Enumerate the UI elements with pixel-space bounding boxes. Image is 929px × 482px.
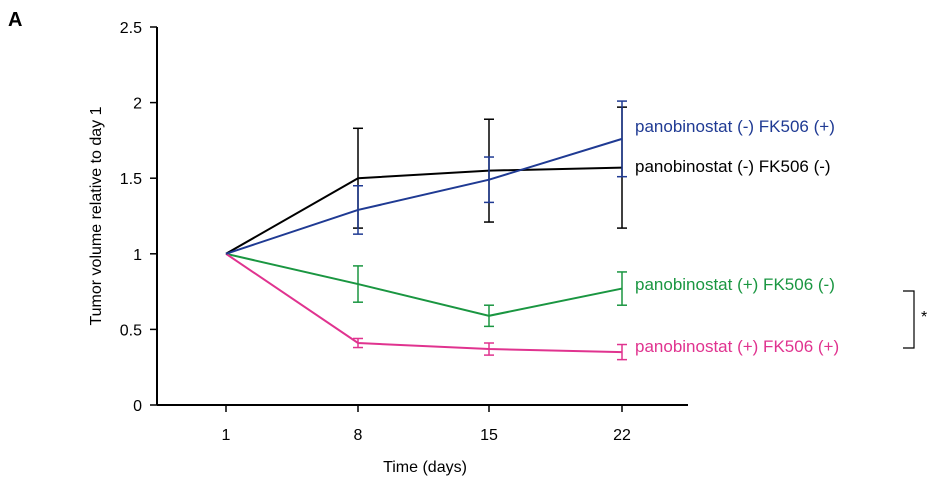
series-layer xyxy=(225,100,627,361)
y-axis: 0 0.5 1 1.5 2 2.5 xyxy=(120,20,158,415)
series-label: panobinostat (+) FK506 (-) xyxy=(635,275,835,294)
y-tick-label: 2 xyxy=(133,96,142,113)
series-3 xyxy=(225,252,627,328)
error-bar xyxy=(617,100,627,178)
x-tick-label: 15 xyxy=(480,427,498,444)
panel-label: A xyxy=(8,9,22,31)
x-axis-title: Time (days) xyxy=(383,459,467,476)
error-bar xyxy=(353,337,363,349)
series-4 xyxy=(225,252,627,361)
series-line xyxy=(225,252,623,317)
series-line xyxy=(225,137,623,255)
error-bar xyxy=(484,304,494,328)
series-2 xyxy=(225,106,627,255)
error-bar xyxy=(617,343,627,361)
y-tick-label: 0.5 xyxy=(120,322,142,339)
error-bar xyxy=(484,342,494,356)
series-line xyxy=(225,166,623,255)
series-labels: panobinostat (-) FK506 (+) panobinostat (… xyxy=(635,117,839,356)
significance-bracket xyxy=(903,290,915,349)
series-line xyxy=(225,252,623,354)
y-axis-title: Tumor volume relative to day 1 xyxy=(88,106,105,325)
series-label: panobinostat (-) FK506 (-) xyxy=(635,157,831,176)
y-tick-label: 1 xyxy=(133,247,142,264)
error-bar xyxy=(484,156,494,204)
x-tick-label: 22 xyxy=(613,427,631,444)
series-label: panobinostat (+) FK506 (+) xyxy=(635,337,839,356)
y-tick-label: 1.5 xyxy=(120,171,142,188)
series-label: panobinostat (-) FK506 (+) xyxy=(635,117,835,136)
error-bar xyxy=(353,265,363,303)
significance-marker: * xyxy=(921,309,927,326)
y-tick-label: 0 xyxy=(133,398,142,415)
error-bar xyxy=(353,185,363,235)
x-tick-label: 8 xyxy=(354,427,363,444)
significance-annotation: * xyxy=(903,290,927,349)
x-axis: 1 8 15 22 xyxy=(157,404,688,444)
y-tick-label: 2.5 xyxy=(120,20,142,37)
series-1 xyxy=(225,100,627,255)
error-bar xyxy=(617,271,627,306)
x-tick-label: 1 xyxy=(222,427,231,444)
